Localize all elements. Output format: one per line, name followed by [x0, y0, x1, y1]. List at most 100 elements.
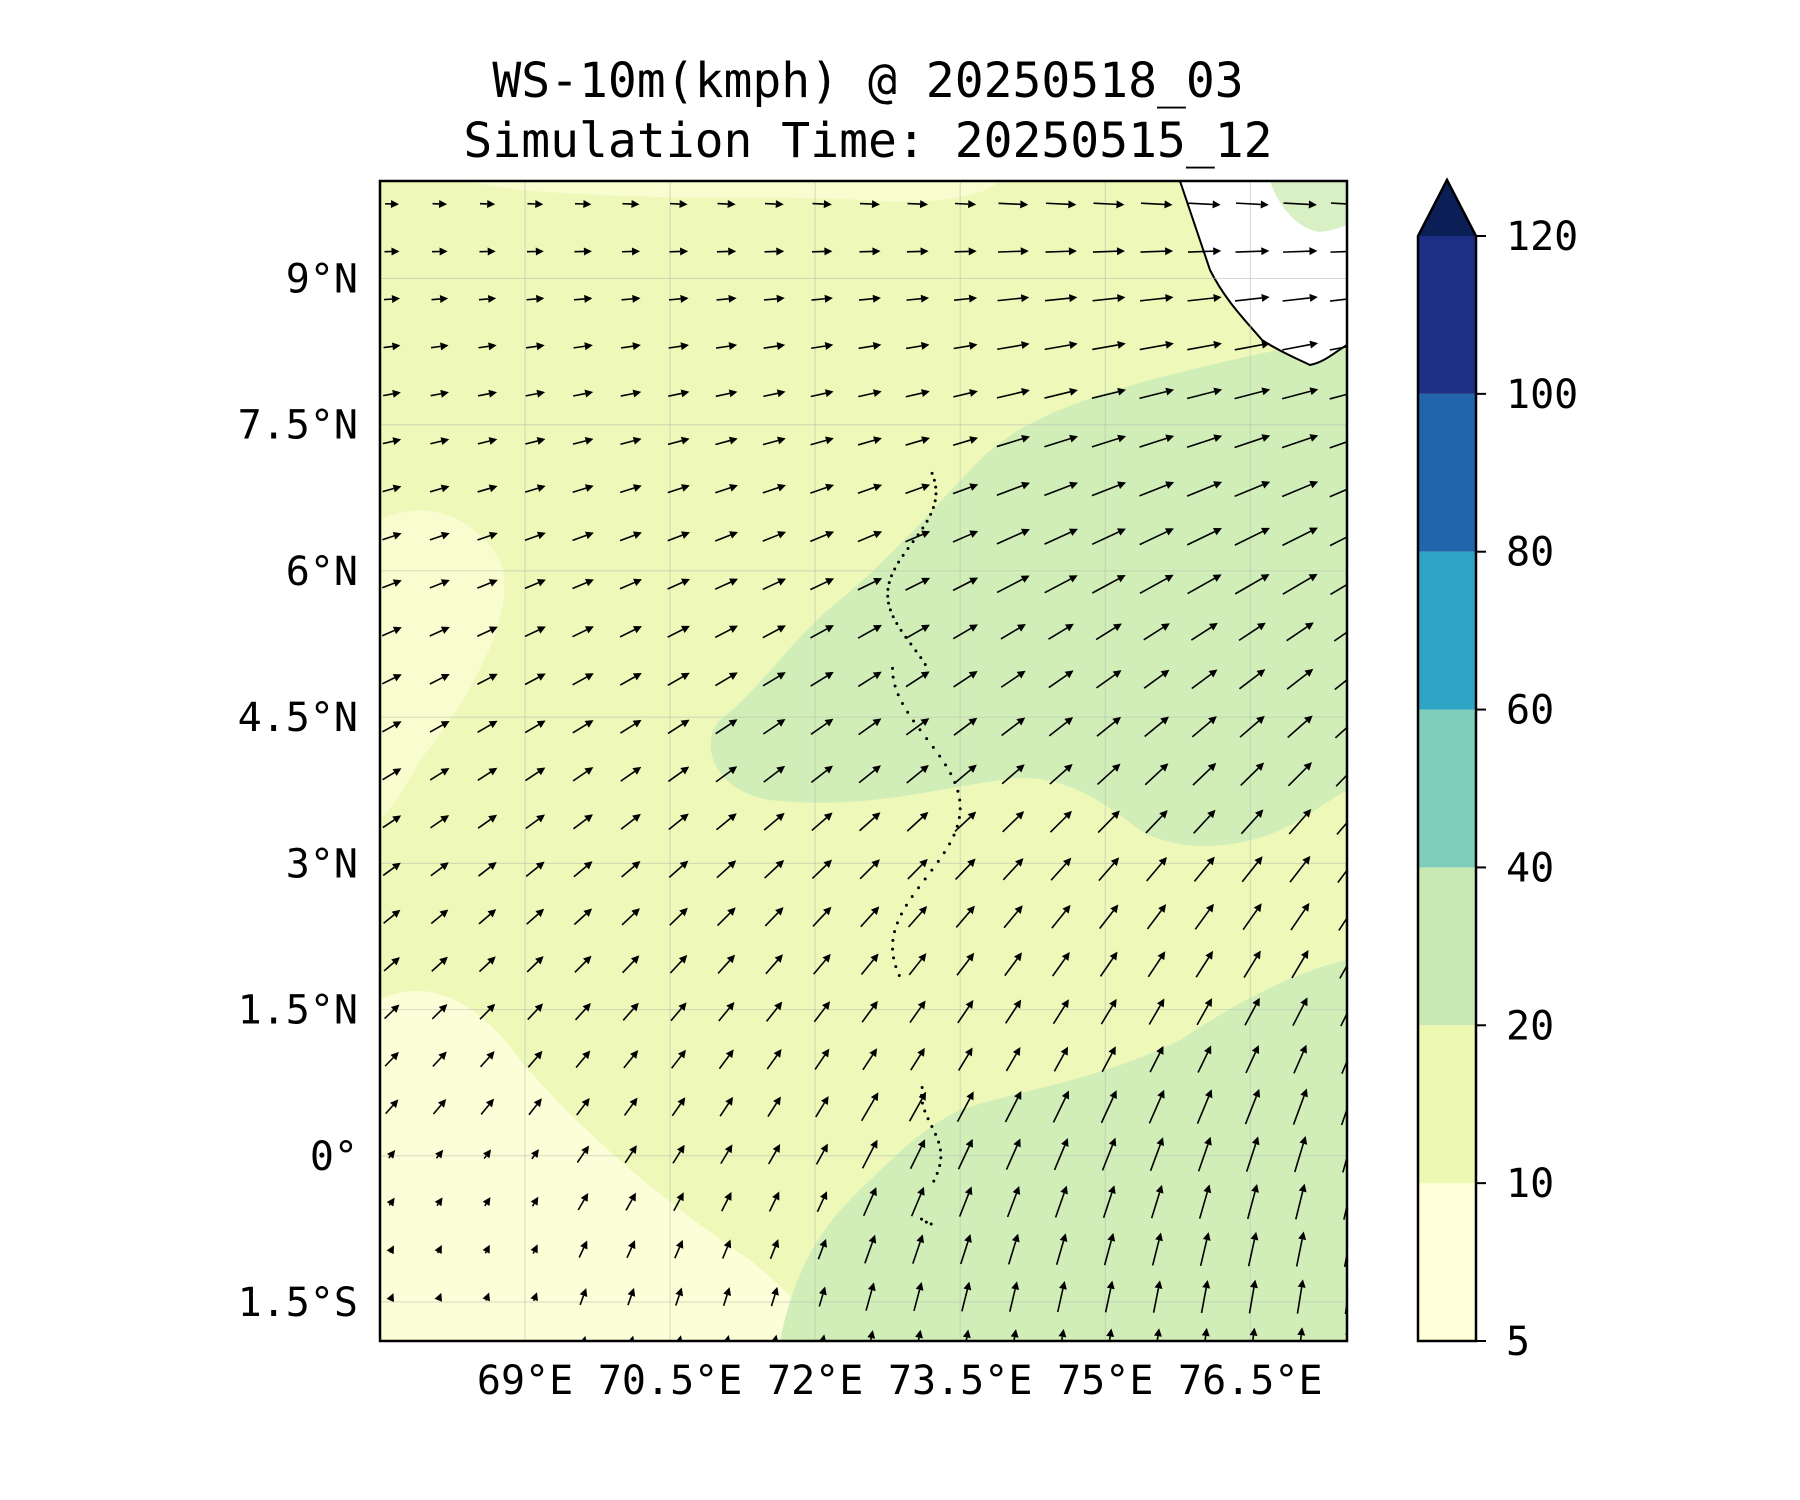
- island-dot: [952, 833, 956, 837]
- wind-arrow: [1053, 1046, 1069, 1072]
- island-dot: [894, 965, 898, 969]
- wind-arrow: [1092, 247, 1126, 256]
- wind-arrow: [620, 436, 642, 446]
- wind-arrow: [1091, 574, 1126, 594]
- wind-arrow: [723, 1334, 731, 1341]
- wind-arrow: [622, 955, 640, 974]
- island-dot: [910, 894, 914, 898]
- wind-arrow: [718, 1049, 734, 1070]
- wind-arrow: [905, 624, 930, 640]
- wind-arrow: [627, 1287, 636, 1306]
- wind-arrow: [1152, 1280, 1163, 1313]
- wind-arrow: [623, 1050, 639, 1069]
- wind-arrow: [1196, 1089, 1213, 1125]
- lat-tick-label: 1.5°S: [238, 1280, 358, 1326]
- wind-arrow: [1049, 810, 1072, 833]
- wind-arrow: [810, 483, 835, 494]
- wind-arrow: [382, 815, 402, 829]
- wind-arrow: [674, 1239, 684, 1259]
- wind-arrow: [715, 813, 737, 831]
- lon-tick-label: 75°E: [1057, 1358, 1153, 1404]
- island-dot: [921, 526, 925, 530]
- wind-arrow: [1196, 998, 1213, 1026]
- wind-arrow: [957, 1138, 973, 1170]
- wind-arrow: [382, 721, 402, 733]
- colorbar-segment: [1418, 236, 1476, 394]
- wind-arrow: [952, 483, 979, 495]
- wind-arrow: [429, 720, 450, 733]
- wind-arrow: [1240, 809, 1264, 835]
- wind-arrow: [1052, 1090, 1070, 1123]
- wind-arrow: [765, 1001, 783, 1022]
- wind-arrow: [1044, 481, 1079, 497]
- wind-arrow: [1243, 950, 1261, 978]
- light-wind-zone-northwest: [380, 510, 505, 820]
- wind-arrow: [1095, 623, 1122, 641]
- wind-arrow: [1002, 811, 1025, 833]
- wind-arrow: [1286, 622, 1314, 642]
- colorbar-segment: [1418, 867, 1476, 1026]
- island-dot: [896, 693, 900, 697]
- wind-arrow: [672, 1144, 685, 1164]
- island-dot: [932, 478, 936, 482]
- wind-arrow: [381, 579, 402, 589]
- wind-arrow: [530, 1244, 538, 1254]
- island-dot: [923, 1109, 927, 1113]
- wind-arrow: [1292, 1088, 1308, 1125]
- map-gridlines: [380, 181, 1347, 1341]
- wind-arrow: [1103, 1232, 1116, 1266]
- wind-arrow: [910, 1186, 925, 1217]
- wind-arrow: [770, 1286, 779, 1307]
- wind-arrow: [1007, 1233, 1020, 1265]
- wind-arrow: [864, 1234, 877, 1264]
- wind-arrow: [1188, 200, 1221, 209]
- wind-arrow: [810, 765, 834, 784]
- maldives-atolls: [886, 471, 962, 1226]
- wind-arrow: [619, 672, 642, 686]
- wind-arrow: [716, 294, 737, 303]
- wind-arrow: [524, 626, 546, 638]
- wind-arrow: [1187, 294, 1222, 302]
- wind-arrow: [1005, 1047, 1021, 1072]
- island-dot: [891, 666, 895, 670]
- wind-arrow: [1187, 247, 1222, 256]
- wind-arrow: [574, 200, 592, 209]
- wind-arrow: [1150, 1184, 1164, 1219]
- wind-arrow: [1329, 488, 1347, 498]
- wind-arrow: [621, 247, 641, 256]
- wind-arrow: [668, 389, 690, 398]
- island-dot: [942, 851, 946, 855]
- wind-arrow: [915, 1329, 923, 1341]
- wind-arrow: [579, 1288, 588, 1306]
- wind-arrow: [1003, 905, 1023, 929]
- lat-tick-label: 1.5°N: [238, 988, 358, 1034]
- wind-arrow: [859, 247, 881, 256]
- wind-arrow: [813, 953, 831, 975]
- wind-arrow: [857, 671, 882, 688]
- island-dot: [934, 1132, 938, 1136]
- island-dot: [904, 903, 908, 907]
- wind-arrow: [765, 954, 783, 975]
- wind-arrow: [432, 1099, 447, 1115]
- wind-arrow: [764, 907, 784, 927]
- wind-arrow: [1235, 200, 1269, 209]
- wind-arrow: [998, 200, 1029, 209]
- wind-arrow: [572, 531, 594, 542]
- wind-arrow: [862, 1048, 878, 1071]
- wind-arrow: [675, 1287, 684, 1306]
- wind-arrow: [812, 906, 832, 927]
- wind-arrow: [905, 577, 931, 591]
- wind-arrow: [676, 1335, 683, 1341]
- island-dot: [891, 938, 895, 942]
- wind-arrow: [430, 862, 449, 877]
- wind-arrow: [572, 626, 594, 638]
- wind-arrow: [621, 908, 640, 926]
- island-dot: [930, 1125, 934, 1129]
- wind-arrow: [1144, 763, 1169, 786]
- wind-arrow: [818, 1286, 827, 1307]
- wind-arrow: [1282, 247, 1318, 256]
- lon-tick-label: 72°E: [767, 1358, 863, 1404]
- wind-arrow: [906, 811, 929, 832]
- wind-arrow: [1245, 1045, 1260, 1074]
